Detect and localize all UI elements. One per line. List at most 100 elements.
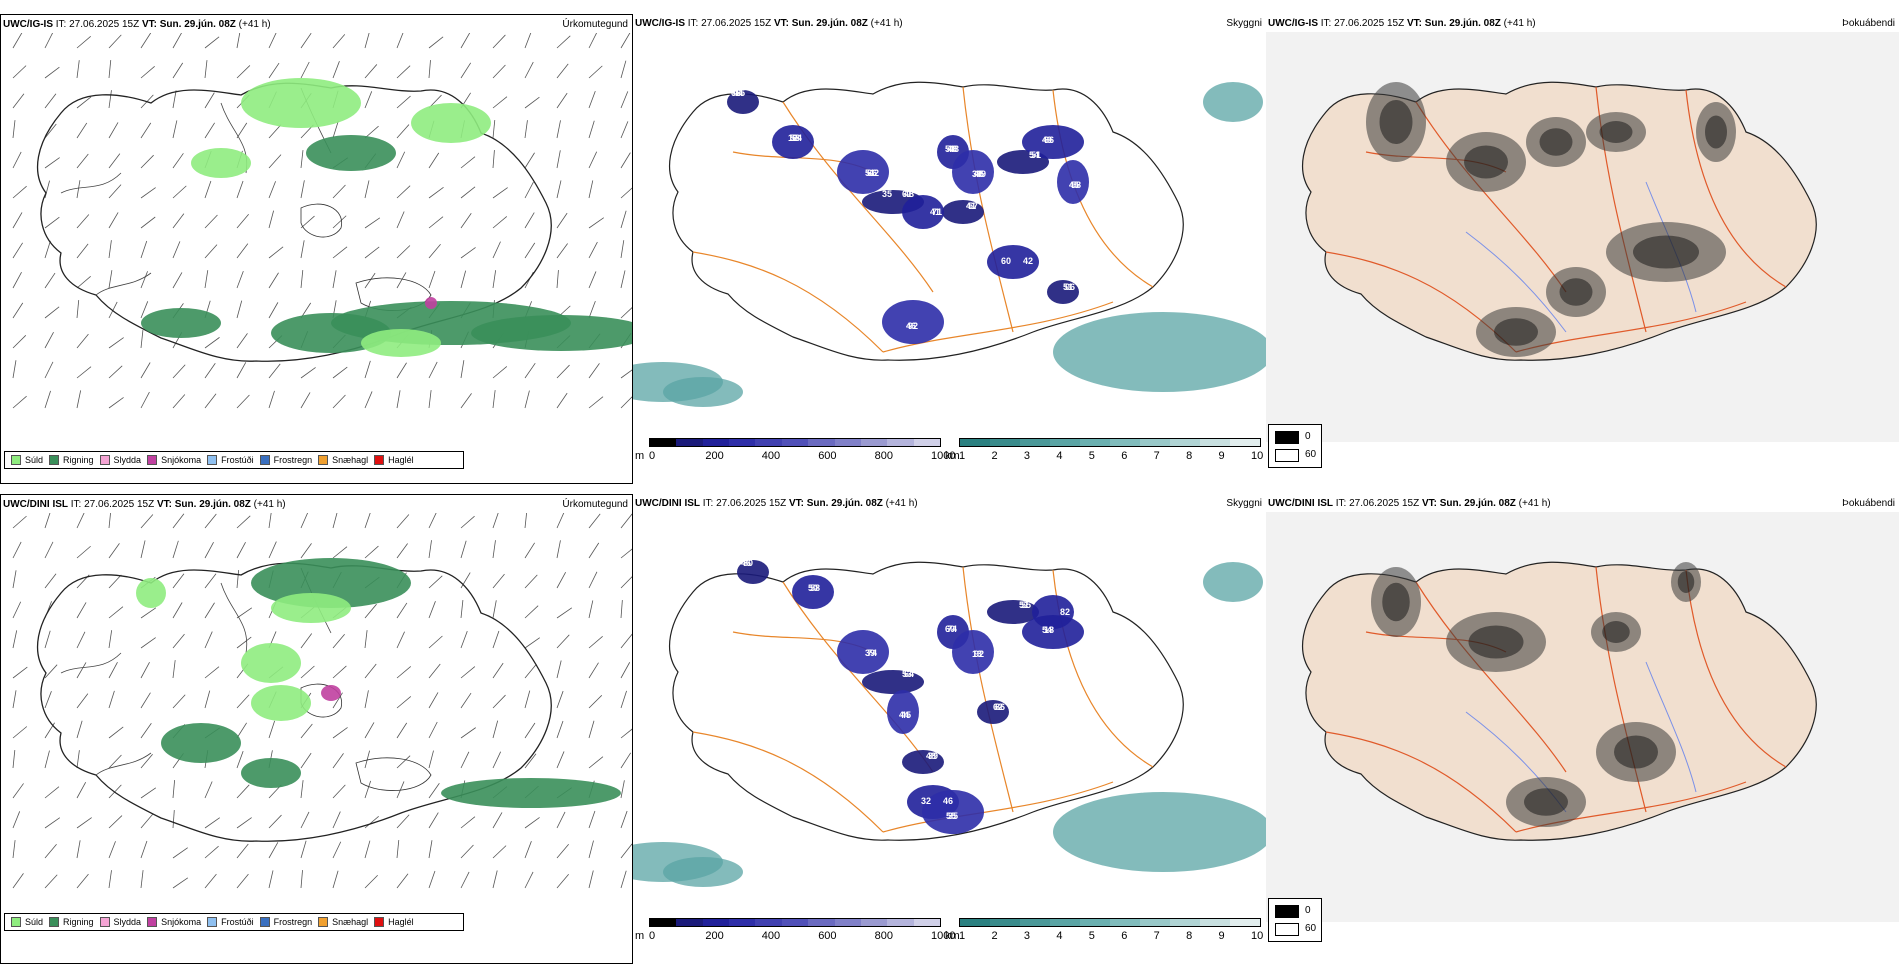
wind-barb (12, 271, 22, 289)
wind-barb (556, 607, 573, 619)
road (692, 251, 884, 353)
precip-area (361, 329, 441, 357)
cloud-base-label: 66 (1044, 135, 1054, 145)
wind-barb (556, 634, 570, 649)
wind-barb (172, 694, 186, 709)
wind-barb (364, 690, 369, 709)
wind-barb (524, 605, 539, 619)
wind-barb (44, 390, 51, 409)
cloud-base-label: 92 (908, 321, 918, 331)
fog-map (1266, 512, 1899, 922)
legend-item: Frostúði (207, 455, 254, 465)
wind-barb (460, 33, 471, 49)
colorbar-strip (649, 438, 941, 447)
wind-barb (332, 692, 343, 709)
wind-barb (428, 663, 441, 679)
legend-swatch (259, 917, 270, 927)
cloud-base-label: 45 (974, 169, 984, 179)
colorbar-tick-label: 6 (1121, 930, 1128, 942)
cloud-base-label: 06 (1065, 282, 1075, 292)
cloud-base-label: 13 (972, 649, 982, 659)
wind-barb (428, 390, 432, 409)
wind-barb (12, 185, 27, 199)
legend-item: Haglél (374, 455, 414, 465)
wind-barb (588, 870, 594, 889)
coast-detail (60, 87, 332, 296)
cloud-base-label: 74 (867, 648, 877, 658)
wind-barb (76, 693, 89, 709)
wind-barb (332, 665, 347, 679)
fog-core (1559, 278, 1593, 306)
wind-barb (300, 180, 305, 199)
wind-barb (12, 811, 21, 829)
wind-barb (460, 156, 476, 169)
wind-barb (108, 574, 122, 589)
wind-barb (364, 33, 370, 49)
wind-barb (332, 811, 341, 829)
wind-barb (332, 120, 339, 139)
wind-barb (556, 844, 569, 859)
wind-barb (236, 271, 244, 289)
cloud-base-area (922, 790, 984, 834)
wind-barb (620, 843, 632, 859)
wind-barb (172, 213, 185, 229)
wind-barb (460, 630, 468, 649)
wind-barb (492, 540, 496, 559)
wind-barb (12, 570, 17, 589)
wind-barb (364, 840, 371, 859)
fog-core (1379, 100, 1413, 144)
road (1415, 581, 1567, 773)
legend-swatch (99, 455, 110, 465)
wind-barb (588, 396, 604, 409)
wind-barb (492, 513, 499, 529)
wind-barb (460, 751, 470, 769)
wind-barb (588, 810, 596, 829)
wind-barb (44, 817, 61, 829)
wind-barb (588, 65, 603, 79)
wind-barb (492, 120, 496, 139)
colorbar-tick-label: 4 (1056, 450, 1063, 462)
colorbar-tick-label: 10 (1251, 450, 1264, 462)
visibility-sea (633, 82, 1266, 407)
wind-barb (524, 513, 527, 529)
colorbar-tick-label: 200 (705, 450, 724, 462)
cloud-base-label: 50 (945, 144, 955, 154)
wind-barb (556, 63, 569, 79)
visibility-colorbar: km 1 2 3 4 5 6 7 8 9 10 (945, 918, 1265, 948)
wind-barb (460, 816, 476, 829)
wind-barb (12, 515, 27, 529)
wind-barb (300, 270, 304, 289)
wind-barb (396, 873, 409, 889)
cloud-base-label: 51 (1063, 282, 1073, 292)
wind-barb (300, 61, 310, 79)
colorbar-tick-label: 9 (1218, 930, 1225, 942)
wind-barb (300, 33, 312, 49)
cloud-base-area (1022, 125, 1084, 159)
panel-title: Skyggni (1226, 18, 1262, 29)
legend-item: Haglél (374, 917, 414, 927)
wind-barb (396, 840, 400, 859)
wind-barb (204, 36, 220, 49)
wind-barb (236, 873, 249, 889)
precip-map (12, 513, 632, 889)
wind-barb (620, 548, 632, 559)
colorbar-strip (959, 438, 1261, 447)
precip-panel-bottom: UWC/DINI ISL IT: 27.06.2025 15Z VT: Sun.… (0, 494, 633, 964)
colorbar-tick-label: 3 (1023, 450, 1030, 462)
precip-area (241, 643, 301, 683)
wind-barb (204, 781, 213, 799)
wind-barb (76, 214, 90, 229)
wind-barb (172, 185, 187, 199)
wind-barb (556, 392, 568, 409)
wind-barb (44, 691, 52, 709)
wind-barb (524, 120, 528, 139)
precip-area (241, 78, 361, 128)
wind-barb (556, 874, 569, 889)
cloud-base-area (977, 700, 1009, 724)
precip-areas (141, 78, 632, 357)
wind-barb (12, 151, 22, 169)
wind-barb (428, 36, 444, 49)
wind-barbs (12, 33, 632, 409)
fog-legend: 0 60 (1268, 424, 1322, 468)
colorbar-tick-label: 1000 (931, 930, 956, 942)
